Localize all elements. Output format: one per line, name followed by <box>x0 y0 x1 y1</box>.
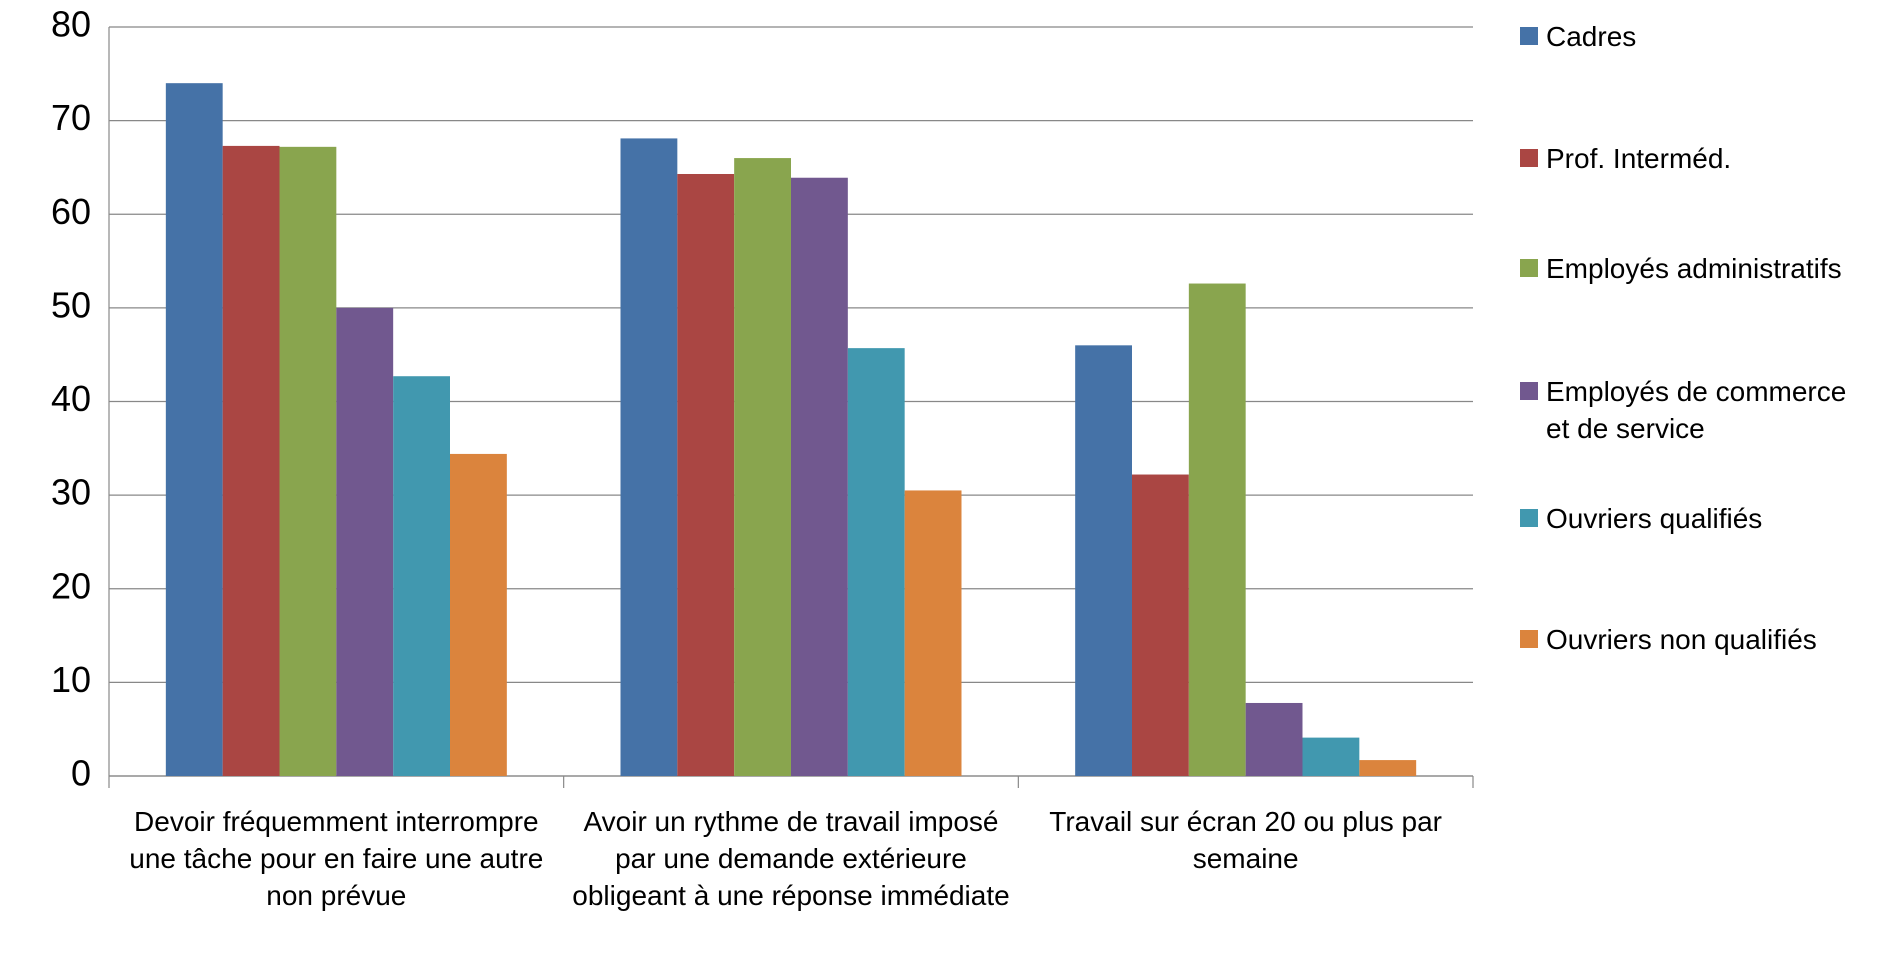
legend-label: Ouvriers non qualifiés <box>1546 624 1817 655</box>
bar <box>1188 283 1246 776</box>
legend-label: Prof. Interméd. <box>1546 143 1732 174</box>
x-tick-label: Avoir un rythme de travail imposé par un… <box>572 806 1010 911</box>
bar <box>620 138 678 776</box>
bar <box>1075 345 1132 776</box>
y-tick-label: 30 <box>51 472 91 513</box>
bar <box>222 145 280 776</box>
legend-label: Employés de commerce et de service <box>1546 376 1847 444</box>
bar <box>1132 474 1189 776</box>
y-tick-label: 60 <box>51 191 91 232</box>
bar <box>393 376 450 776</box>
legend-item: Employés de commerce et de service <box>1520 373 1890 447</box>
legend-swatch <box>1520 382 1538 400</box>
bar <box>677 173 735 776</box>
legend-label: Employés administratifs <box>1546 253 1842 284</box>
legend-swatch <box>1520 149 1538 167</box>
bar <box>1302 737 1360 776</box>
bar <box>791 177 848 776</box>
bar <box>1359 760 1417 776</box>
bar <box>336 307 394 776</box>
legend-swatch <box>1520 509 1538 527</box>
legend-label: Ouvriers qualifiés <box>1546 503 1763 534</box>
bar <box>847 348 905 776</box>
bar <box>904 490 962 776</box>
x-tick-label: Devoir fréquemment interrompre une tâche… <box>129 806 544 911</box>
y-tick-label: 80 <box>51 4 91 45</box>
y-tick-label: 50 <box>51 284 91 325</box>
bar <box>165 83 223 777</box>
bar <box>1245 702 1303 776</box>
bar <box>450 453 507 776</box>
y-tick-label: 70 <box>51 97 91 138</box>
legend-item: Employés administratifs <box>1520 250 1890 287</box>
y-tick-label: 40 <box>51 378 91 419</box>
bar <box>279 146 337 777</box>
legend-item: Ouvriers qualifiés <box>1520 500 1890 537</box>
y-tick-label: 20 <box>51 565 91 606</box>
legend-item: Cadres <box>1520 18 1890 55</box>
legend-swatch <box>1520 630 1538 648</box>
legend-swatch <box>1520 27 1538 45</box>
x-tick-label: Travail sur écran 20 ou plus par semaine <box>1049 806 1443 874</box>
legend-label: Cadres <box>1546 21 1637 52</box>
legend-swatch <box>1520 259 1538 277</box>
legend-item: Prof. Interméd. <box>1520 140 1890 177</box>
y-tick-label: 0 <box>71 753 91 794</box>
y-tick-label: 10 <box>51 659 91 700</box>
bar <box>734 158 791 776</box>
legend-item: Ouvriers non qualifiés <box>1520 621 1890 658</box>
